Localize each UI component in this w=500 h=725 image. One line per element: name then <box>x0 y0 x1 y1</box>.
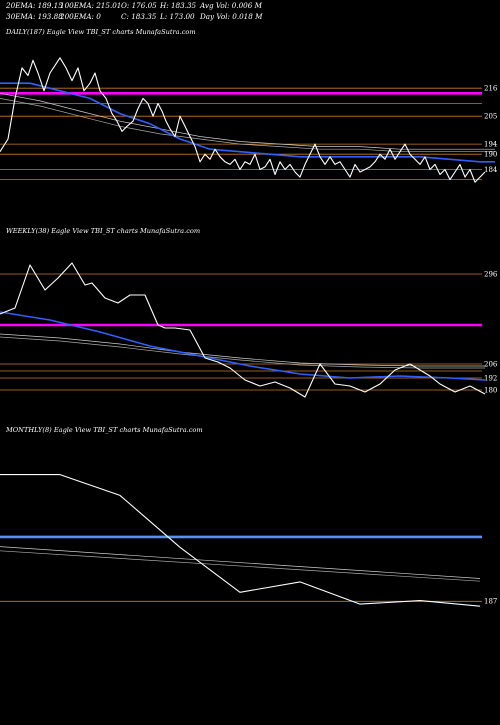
high-stat: H: 183.35 <box>159 1 197 10</box>
daily-price-series <box>0 57 486 183</box>
ema100-stat: 100EMA: 215.01 <box>60 1 121 10</box>
close-stat: C: 183.35 <box>121 12 157 21</box>
low-stat: L: 173.00 <box>159 12 195 21</box>
weekly-ema-slow-1-series <box>0 333 485 367</box>
daily-price-label: 194 <box>484 141 498 149</box>
ema200-stat: 200EMA: 0 <box>59 12 101 21</box>
daily-ema-fast-series <box>0 82 495 163</box>
weekly-price-label: 206 <box>484 360 498 368</box>
day-vol-stat: Day Vol: 0.018 M <box>199 12 263 21</box>
avg-vol-stat: Avg Vol: 0.006 M <box>199 1 263 10</box>
daily-price-label: 205 <box>484 113 497 121</box>
monthly-panel-title: MONTHLY(8) Eagle View TBI_ST charts Muna… <box>5 426 203 434</box>
monthly-price-label: 187 <box>484 598 497 606</box>
weekly-panel: 296 206 192 180 <box>0 262 498 398</box>
monthly-ema-slow-1-series <box>0 546 481 579</box>
weekly-price-series <box>0 262 486 398</box>
daily-panel: 216 205 194 190 184 <box>0 57 498 183</box>
weekly-price-label: 296 <box>484 270 498 278</box>
daily-price-label: 190 <box>484 151 497 159</box>
monthly-panel: 187 <box>0 474 497 607</box>
daily-price-label: 184 <box>484 166 498 174</box>
monthly-price-series <box>0 474 481 607</box>
weekly-panel-title: WEEKLY(38) Eagle View TBI_ST charts Muna… <box>6 227 200 235</box>
daily-price-label: 216 <box>484 85 498 93</box>
daily-ema-slow-1-series <box>0 92 495 150</box>
ema30-stat: 30EMA: 193.88 <box>6 12 63 21</box>
daily-panel-title: DAILY(187) Eagle View TBI_ST charts Muna… <box>5 28 196 36</box>
weekly-ema-fast-series <box>0 311 486 381</box>
weekly-price-label: 192 <box>484 374 497 382</box>
weekly-price-label: 180 <box>484 386 497 394</box>
daily-ema-slow-2-series <box>0 98 495 153</box>
header-stats: 20EMA: 189.15 100EMA: 215.01 O: 176.05 H… <box>5 1 263 21</box>
ema20-stat: 20EMA: 189.15 <box>5 1 63 10</box>
monthly-ema-slow-2-series <box>0 550 481 582</box>
open-stat: O: 176.05 <box>121 1 157 10</box>
weekly-ema-slow-2-series <box>0 336 485 369</box>
